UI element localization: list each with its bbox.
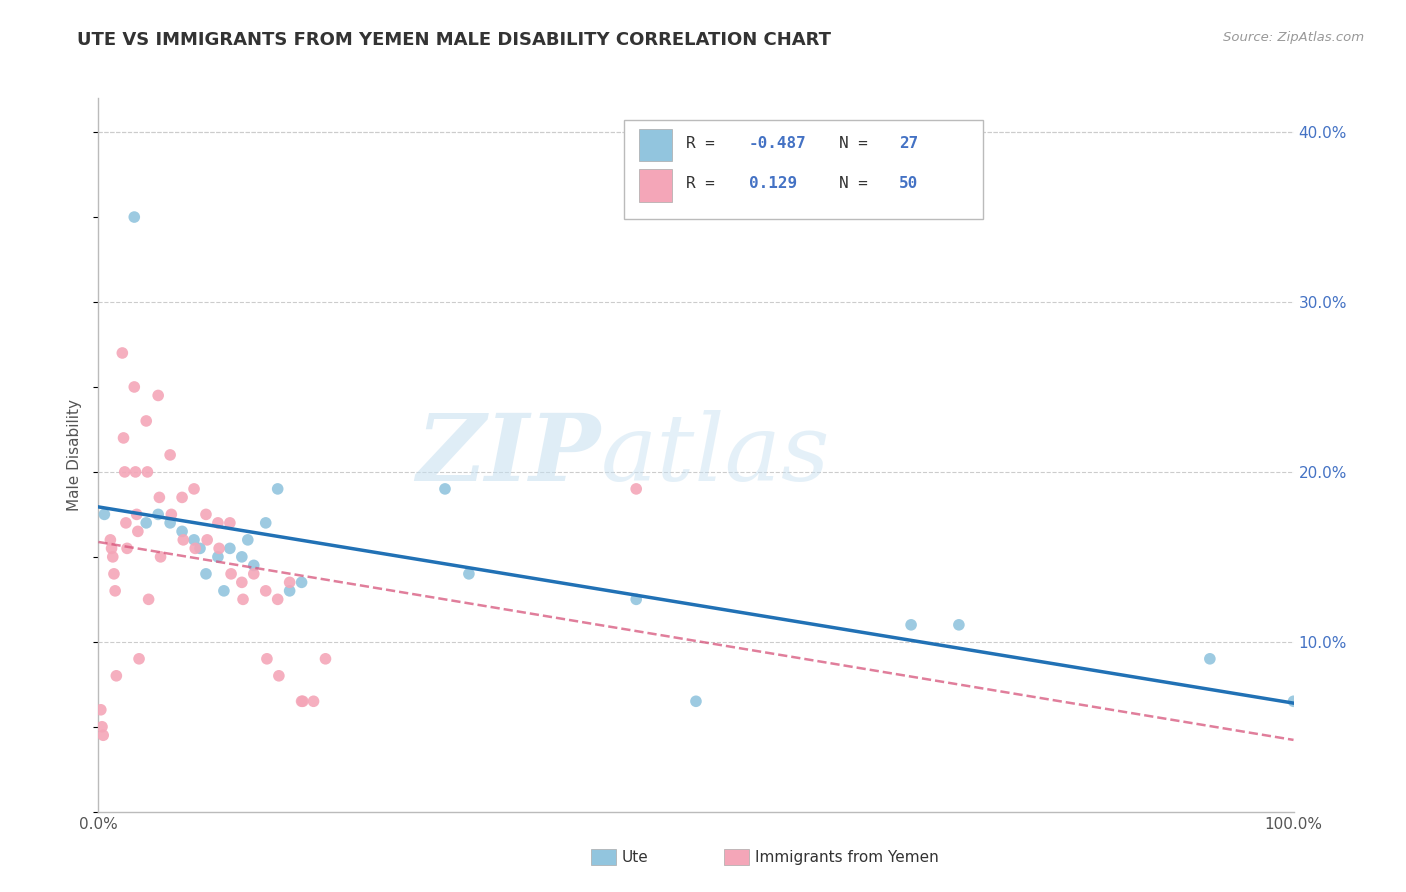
Point [183,533,205,547]
Point [243,566,266,581]
Point [219,541,242,556]
Point [236,533,259,547]
Point [195,508,218,522]
Point [160,508,183,522]
Point [111,346,134,360]
Point [91,720,114,734]
Point [267,669,290,683]
Point [136,465,159,479]
Point [148,388,170,402]
Point [278,583,301,598]
Point [138,592,160,607]
Point [184,541,207,556]
Point [291,694,314,708]
Text: R =: R = [686,136,725,151]
Bar [638,169,672,202]
Point [101,549,124,564]
Point [243,558,266,573]
Text: R =: R = [686,177,725,191]
Point [208,541,231,556]
Text: ZIP: ZIP [416,410,600,500]
Point [124,465,146,479]
Point [104,583,127,598]
Point [278,575,301,590]
Point [267,592,290,607]
Point [302,694,325,708]
Text: N =: N = [839,136,877,151]
Point [159,448,181,462]
Text: Ute: Ute [621,850,648,864]
Point [135,516,157,530]
Point [112,431,135,445]
Point [183,482,205,496]
Text: -0.487: -0.487 [748,136,806,151]
Point [254,516,277,530]
Text: Immigrants from Yemen: Immigrants from Yemen [755,850,939,864]
Point [207,516,229,530]
Point [231,575,253,590]
Y-axis label: Male Disability: Male Disability [67,399,83,511]
Point [90,703,112,717]
Point [172,491,194,505]
Point [125,508,148,522]
Point [135,414,157,428]
Point [98,533,122,547]
Point [124,380,146,394]
Bar [638,128,672,161]
Point [458,566,481,581]
Point [207,549,229,564]
Text: 50: 50 [900,177,918,191]
Point [291,694,314,708]
Point [256,652,278,666]
Point [188,541,211,556]
Point [159,516,181,530]
Point [232,592,254,607]
Point [948,617,970,632]
Point [267,482,290,496]
Point [626,482,648,496]
Point [254,583,277,598]
Point [219,566,242,581]
Point [315,652,337,666]
Point [172,533,194,547]
Point [128,652,150,666]
Point [148,491,170,505]
Point [148,508,170,522]
Point [100,541,122,556]
Point [114,465,136,479]
Point [115,541,138,556]
Point [91,728,114,742]
Point [172,524,194,539]
Point [103,566,125,581]
Point [124,210,146,224]
Point [212,583,235,598]
Point [195,533,218,547]
Text: atlas: atlas [600,410,830,500]
Point [626,592,648,607]
Point [434,482,457,496]
Point [1199,652,1222,666]
Text: N =: N = [839,177,877,191]
Point [195,566,218,581]
Point [219,516,242,530]
Point [900,617,922,632]
Bar [624,120,983,219]
Text: 0.129: 0.129 [748,177,797,191]
Point [115,516,138,530]
Text: UTE VS IMMIGRANTS FROM YEMEN MALE DISABILITY CORRELATION CHART: UTE VS IMMIGRANTS FROM YEMEN MALE DISABI… [77,31,831,49]
Text: 27: 27 [900,136,918,151]
Point [291,575,314,590]
Text: Source: ZipAtlas.com: Source: ZipAtlas.com [1223,31,1364,45]
Point [127,524,149,539]
Point [105,669,128,683]
Point [93,508,115,522]
Point [1282,694,1305,708]
Point [231,549,253,564]
Point [685,694,707,708]
Point [149,549,172,564]
